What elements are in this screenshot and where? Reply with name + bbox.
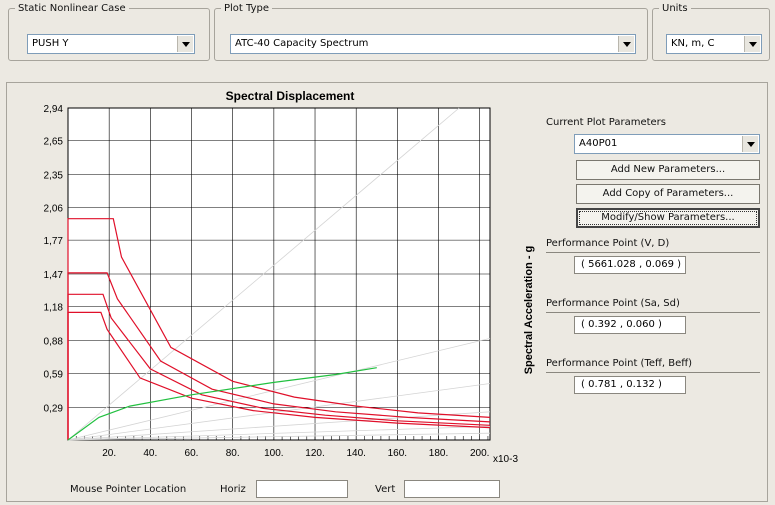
plot-type-label: Plot Type [224, 3, 269, 14]
chart-title: Spectral Displacement [226, 89, 355, 103]
vd-separator [546, 252, 760, 253]
period-series-line [67, 107, 460, 441]
demand-spectra-layer [67, 218, 491, 440]
parameters-dropdown-button[interactable] [742, 136, 758, 152]
units-dropdown-button[interactable] [744, 36, 760, 52]
mouse-pointer-location-label: Mouse Pointer Location [70, 484, 187, 495]
plot-type-value: ATC-40 Capacity Spectrum [235, 38, 369, 49]
horiz-label: Horiz [220, 484, 246, 495]
period-lines-layer [67, 107, 491, 441]
performance-point-teff-label: Performance Point (Teff, Beff) [546, 358, 693, 369]
chevron-down-icon [749, 42, 757, 47]
static-nonlinear-case-label: Static Nonlinear Case [18, 3, 126, 14]
y-tick-label: 2,94 [44, 104, 64, 115]
plot-panel [6, 82, 768, 502]
case-dropdown-button[interactable] [177, 36, 193, 52]
performance-point-vd-label: Performance Point (V, D) [546, 238, 670, 249]
performance-point-sasd-value: ( 0.392 , 0.060 ) [574, 316, 686, 334]
performance-point-vd-value: ( 5661.028 , 0.069 ) [574, 256, 686, 274]
units-value: KN, m, C [671, 38, 715, 49]
period-series-line [67, 338, 491, 441]
x-tick-label: 140. [346, 448, 365, 459]
units-label: Units [662, 3, 688, 14]
static-nonlinear-case-select[interactable]: PUSH Y [27, 34, 195, 54]
x-tick-label: 160. [388, 448, 407, 459]
x-tick-label: 80. [226, 448, 240, 459]
performance-point-teff-value: ( 0.781 , 0.132 ) [574, 376, 686, 394]
y-tick-label: 2,35 [44, 171, 64, 182]
static-nonlinear-case-value: PUSH Y [32, 38, 69, 49]
sasd-value-text: ( 0.392 , 0.060 ) [581, 319, 662, 330]
x-tick-label: 40. [143, 448, 157, 459]
y-tick-label: 1,18 [44, 303, 64, 314]
y-tick-label: 2,06 [44, 203, 64, 214]
period-series-line [67, 383, 491, 441]
x-tick-label: 120. [305, 448, 324, 459]
vd-value-text: ( 5661.028 , 0.069 ) [581, 259, 682, 270]
vert-field [404, 480, 500, 498]
capacity-curve-layer [67, 367, 377, 441]
performance-point-sasd-label: Performance Point (Sa, Sd) [546, 298, 680, 309]
chevron-down-icon [623, 42, 631, 47]
chevron-down-icon [182, 42, 190, 47]
capacity-spectrum-chart[interactable]: Spectral Displacement 20. 40. 60. 80. 100. 12… [0, 82, 540, 502]
y-tick-label: 0,29 [44, 403, 64, 414]
grid-layer [67, 107, 491, 441]
demand-series-line [67, 293, 491, 440]
horiz-field [256, 480, 348, 498]
x-tick-label: 200. [470, 448, 489, 459]
y-tick-label: 1,77 [44, 236, 64, 247]
plot-type-select[interactable]: ATC-40 Capacity Spectrum [230, 34, 636, 54]
static-nonlinear-case-group: Static Nonlinear Case [8, 3, 210, 61]
add-copy-of-parameters-button[interactable]: Add Copy of Parameters... [576, 184, 760, 204]
y-axis-label: Spectral Acceleration - g [523, 246, 535, 375]
x-tick-label: 60. [185, 448, 199, 459]
units-select[interactable]: KN, m, C [666, 34, 762, 54]
teff-value-text: ( 0.781 , 0.132 ) [581, 379, 662, 390]
demand-series-line [67, 272, 491, 440]
x-tick-label: 20. [102, 448, 116, 459]
x-tick-label: 100. [264, 448, 283, 459]
period-series-line [67, 432, 491, 441]
vert-label: Vert [375, 484, 396, 495]
tick-labels-layer: 20. 40. 60. 80. 100. 120. 140. 160. 180. 200. 0,29… [44, 104, 490, 459]
plot-type-dropdown-button[interactable] [618, 36, 634, 52]
teff-separator [546, 372, 760, 373]
x-tick-label: 180. [429, 448, 448, 459]
plot-parameters-select[interactable]: A40P01 [574, 134, 760, 154]
y-tick-label: 0,59 [44, 369, 64, 380]
period-series-line [67, 411, 491, 441]
plot-type-group: Plot Type [214, 3, 648, 61]
plot-parameters-value: A40P01 [579, 138, 618, 149]
units-group: Units [652, 3, 770, 61]
y-tick-label: 1,47 [44, 270, 64, 281]
add-new-parameters-button[interactable]: Add New Parameters... [576, 160, 760, 180]
demand-series-line [67, 311, 491, 440]
sasd-separator [546, 312, 760, 313]
period-series-line [67, 426, 491, 441]
demand-series-line [67, 218, 491, 440]
capacity-series-line [67, 367, 377, 441]
y-tick-label: 0,88 [44, 337, 64, 348]
chevron-down-icon [747, 142, 755, 147]
y-tick-label: 2,65 [44, 137, 64, 148]
current-plot-parameters-label: Current Plot Parameters [546, 117, 666, 128]
modify-show-parameters-button[interactable]: Modify/Show Parameters... [576, 208, 760, 228]
x-multiplier-label: x10-3 [493, 454, 518, 465]
